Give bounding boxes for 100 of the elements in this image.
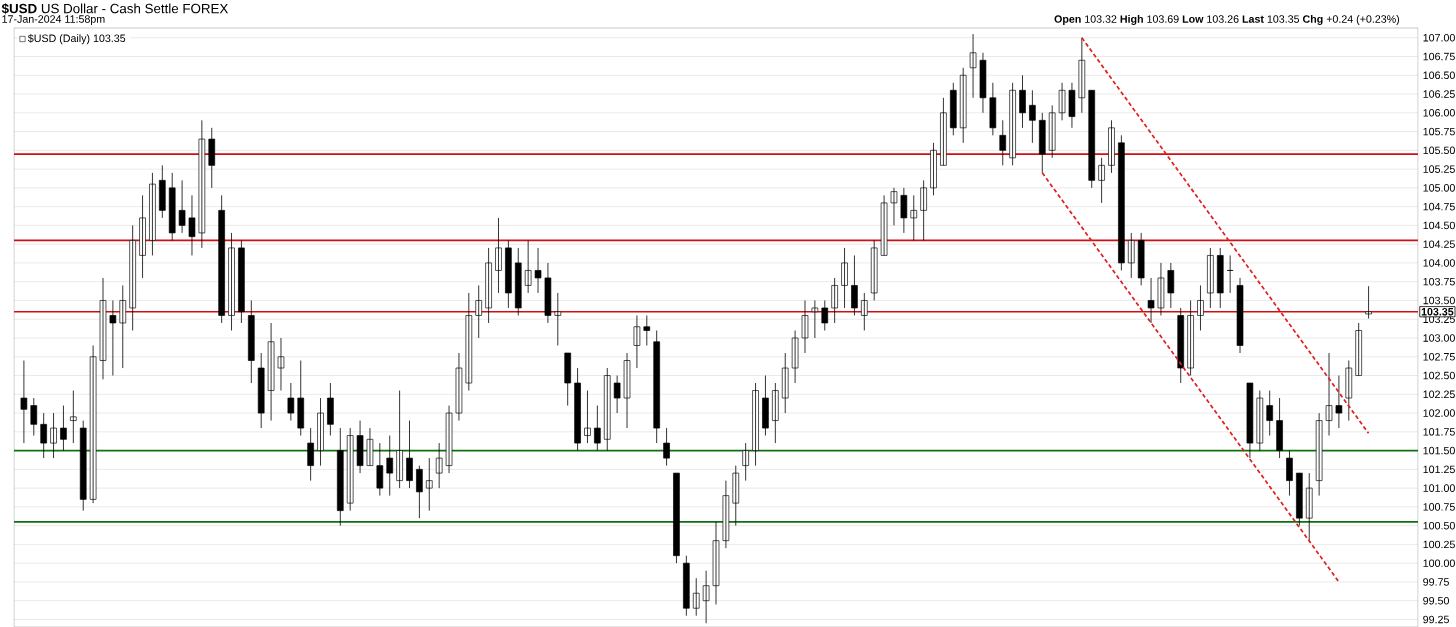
candlestick	[228, 232, 235, 331]
candlestick	[831, 277, 838, 324]
candlestick	[366, 427, 374, 466]
y-tick-label: 101.50	[1423, 446, 1455, 455]
y-tick-label: 102.00	[1423, 409, 1455, 417]
candlestick	[1167, 262, 1175, 309]
candlestick	[851, 255, 858, 316]
candlestick	[485, 247, 492, 324]
candlestick	[50, 412, 57, 459]
y-tick-label: 103.75	[1423, 277, 1455, 286]
y-tick-label: 104.25	[1423, 240, 1455, 248]
text: Open 103.32 High 103.69 Low 103.26 Last 103.35 Chg +0.24 (+0.23%)	[1054, 14, 1400, 25]
candlestick	[277, 337, 285, 391]
candlestick	[1216, 247, 1224, 309]
candlestick	[1147, 277, 1155, 324]
candlestick	[396, 390, 403, 489]
candlestick	[188, 194, 196, 256]
candlestick	[534, 247, 542, 294]
y-tick-label: 104.75	[1423, 202, 1455, 211]
candlestick	[1029, 89, 1036, 144]
candlestick	[1197, 285, 1204, 331]
candlestick	[564, 352, 572, 406]
candlestick	[1068, 82, 1076, 129]
y-tick-label: 103.50	[1423, 296, 1455, 305]
candlestick	[1127, 232, 1135, 279]
candlestick	[455, 352, 463, 421]
candlestick	[930, 142, 937, 196]
candlestick	[999, 119, 1007, 166]
y-tick-label: 102.75	[1423, 352, 1455, 361]
candlestick	[791, 330, 799, 384]
candlestick	[673, 472, 680, 564]
candlestick	[425, 457, 433, 512]
candlestick	[445, 405, 453, 474]
candlestick	[1019, 74, 1026, 129]
candlestick	[119, 285, 127, 369]
candlestick	[841, 247, 848, 309]
candlestick	[1355, 322, 1362, 376]
candlestick	[554, 292, 562, 346]
chart-title: $USD US Dollar - Cash Settle FOREX	[1, 3, 229, 15]
candlestick	[70, 390, 77, 444]
candlestick	[178, 179, 186, 234]
candlestick	[861, 292, 868, 331]
candlestick	[890, 187, 898, 226]
y-tick-label: 102.50	[1423, 371, 1455, 380]
candlestick	[435, 442, 443, 489]
candlestick	[1038, 112, 1046, 174]
y-tick-label: 104.00	[1423, 259, 1455, 267]
y-tick-label: 101.00	[1423, 484, 1455, 492]
candlestick	[79, 420, 87, 512]
candlestick	[1118, 134, 1125, 271]
candlestick	[218, 194, 225, 324]
y-tick-label: 107.00	[1423, 33, 1455, 42]
candlestick	[416, 465, 423, 519]
candlestick	[336, 427, 344, 527]
candlestick	[1296, 472, 1303, 527]
y-tick-label: 105.75	[1423, 127, 1455, 136]
candlestick	[643, 315, 651, 346]
candlestick	[1266, 390, 1273, 436]
candlestick	[979, 52, 987, 114]
y-tick-label: 99.75	[1423, 578, 1449, 586]
candlestick	[1088, 89, 1096, 189]
y-tick-label: 101.75	[1423, 428, 1455, 436]
candlestick	[327, 382, 334, 436]
candlestick	[722, 480, 730, 549]
candlestick	[781, 352, 789, 414]
candlestick	[495, 217, 502, 294]
candlestick	[248, 300, 255, 384]
candlestick	[1286, 450, 1293, 497]
candlestick	[870, 240, 878, 301]
candlestick	[1276, 397, 1283, 459]
candlestick	[40, 412, 47, 459]
candlestick	[1177, 307, 1185, 384]
candlestick	[1098, 157, 1105, 204]
candlestick	[584, 390, 591, 444]
y-tick-label: 100.25	[1423, 540, 1455, 549]
y-tick-label: 102.25	[1423, 390, 1455, 399]
candlestick	[1256, 390, 1264, 451]
candlestick	[663, 427, 670, 466]
y-tick-label: 103.00	[1423, 334, 1455, 342]
candlestick	[910, 194, 918, 241]
candlestick	[317, 397, 324, 466]
candlestick	[1246, 382, 1254, 459]
candlestick	[1305, 472, 1313, 542]
y-tick-label: 99.50	[1423, 596, 1449, 605]
y-tick-label: 105.50	[1423, 146, 1455, 155]
candlestick	[1187, 300, 1194, 376]
candlestick	[465, 292, 473, 391]
y-tick-label: 104.50	[1423, 221, 1455, 230]
candlestick	[544, 262, 552, 324]
candlestick	[514, 247, 522, 316]
candlestick	[1207, 247, 1214, 309]
candlestick	[732, 465, 740, 527]
candlestick	[1137, 232, 1145, 286]
candlestick	[712, 521, 720, 605]
candlestick	[574, 367, 581, 451]
candlestick	[139, 194, 146, 279]
candlestick	[1009, 82, 1016, 166]
candlestick	[959, 67, 967, 144]
candlestick	[505, 240, 512, 309]
y-tick-label: 105.25	[1423, 165, 1455, 173]
